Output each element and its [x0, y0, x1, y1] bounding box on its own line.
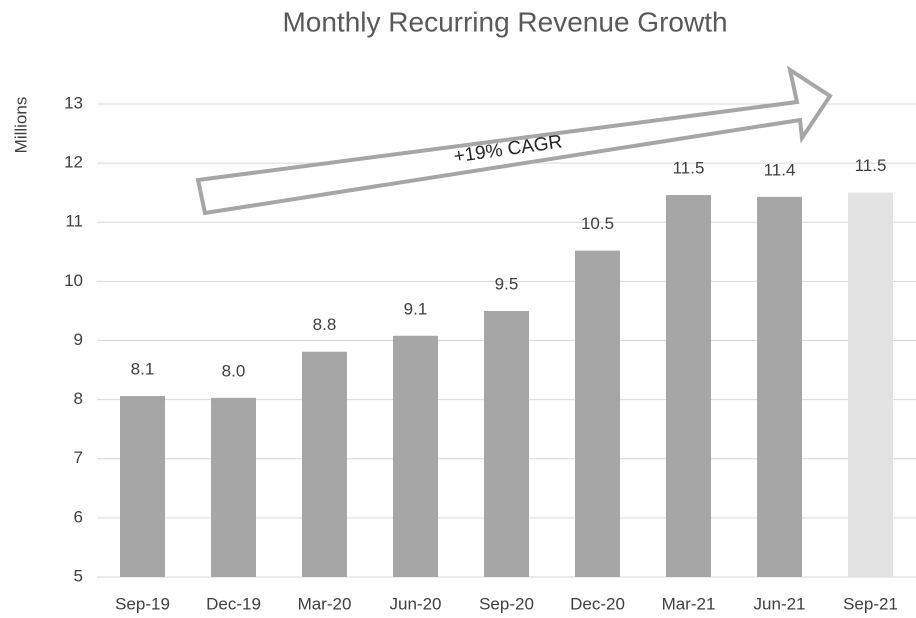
- y-tick-label: 10: [64, 271, 83, 290]
- y-tick-label: 13: [64, 93, 83, 112]
- y-tick-label: 12: [64, 153, 83, 172]
- bar: [575, 250, 620, 577]
- data-label: 10.5: [581, 214, 614, 233]
- data-label: 9.1: [404, 299, 428, 318]
- bar: [757, 196, 802, 578]
- x-tick-label: Jun-20: [390, 594, 442, 613]
- y-tick-label: 8: [74, 389, 83, 408]
- cagr-arrow: [195, 65, 833, 216]
- data-label: 11.5: [855, 156, 887, 175]
- x-tick-label: Mar-21: [662, 594, 716, 613]
- x-tick-label: Sep-19: [115, 594, 170, 613]
- y-tick-label: 11: [65, 212, 83, 231]
- x-tick-label: Jun-21: [754, 594, 806, 613]
- plot-area: 5 6 7 8 9 10 11 12 13 Sep-19 8.1 Dec-19 8.0 Mar-20 8.8…: [64, 93, 916, 613]
- data-label: 11.5: [673, 159, 705, 178]
- bar: [393, 335, 438, 577]
- x-tick-label: Sep-21: [843, 594, 898, 613]
- bar: [211, 397, 256, 577]
- bar: [848, 192, 893, 577]
- y-axis-label: Millions: [11, 97, 30, 154]
- y-tick-label: 5: [74, 566, 83, 585]
- bar: [120, 396, 165, 577]
- x-tick-label: Mar-20: [298, 594, 352, 613]
- y-tick-label: 6: [74, 507, 83, 526]
- data-label: 9.5: [495, 274, 519, 293]
- data-label: 8.8: [313, 315, 337, 334]
- y-tick-label: 9: [74, 330, 83, 349]
- x-tick-label: Sep-20: [479, 594, 534, 613]
- data-label: 8.1: [131, 360, 155, 379]
- data-label: 11.4: [764, 160, 796, 179]
- chart-title: Monthly Recurring Revenue Growth: [282, 6, 727, 37]
- data-label: 8.0: [222, 361, 246, 380]
- x-tick-label: Dec-20: [570, 594, 625, 613]
- x-tick-label: Dec-19: [206, 594, 261, 613]
- bar: [484, 310, 529, 577]
- bar: [302, 351, 347, 577]
- y-tick-label: 7: [74, 448, 83, 467]
- bar: [666, 195, 711, 578]
